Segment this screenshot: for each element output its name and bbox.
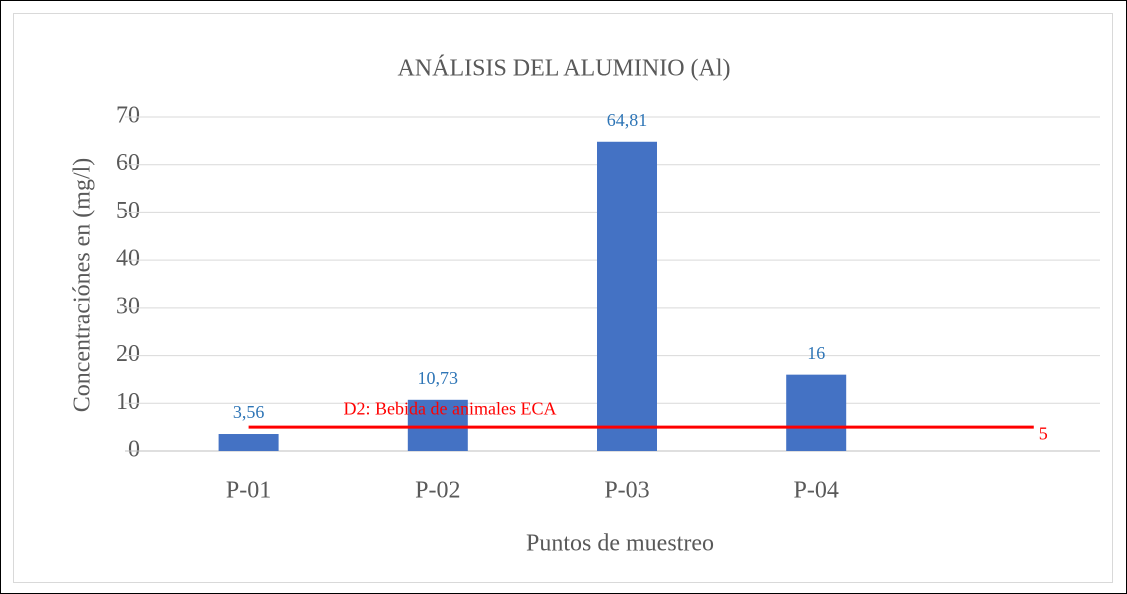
reference-line-label: D2: Bebida de animales ECA	[344, 398, 557, 418]
y-tick-label: 50	[116, 198, 140, 224]
bar	[218, 434, 279, 451]
x-tick-label: P-02	[415, 478, 460, 504]
value-label: 16	[807, 343, 825, 363]
x-tick-label: P-03	[604, 478, 649, 504]
bar	[786, 374, 847, 451]
y-tick-label: 40	[116, 246, 140, 272]
y-tick-label: 0	[128, 437, 140, 463]
y-tick-label: 70	[116, 103, 140, 129]
chart-border	[13, 13, 1113, 583]
reference-value-label: 5	[1039, 423, 1048, 443]
x-tick-label: P-04	[794, 478, 839, 504]
x-axis-label: Puntos de muestreo	[526, 531, 714, 557]
value-label: 10,73	[418, 368, 459, 388]
chart-title: ANÁLISIS DEL ALUMINIO (Al)	[397, 56, 730, 82]
value-label: 64,81	[607, 110, 648, 130]
bar	[407, 399, 468, 451]
y-tick-label: 30	[116, 293, 140, 319]
y-tick-label: 60	[116, 150, 140, 176]
bar	[597, 141, 657, 451]
y-tick-label: 20	[116, 341, 140, 367]
x-tick-label: P-01	[226, 478, 271, 504]
y-tick-label: 10	[116, 389, 140, 415]
y-axis-label: Concentraciónes en (mg/l)	[70, 158, 96, 413]
value-label: 3,56	[233, 402, 265, 422]
